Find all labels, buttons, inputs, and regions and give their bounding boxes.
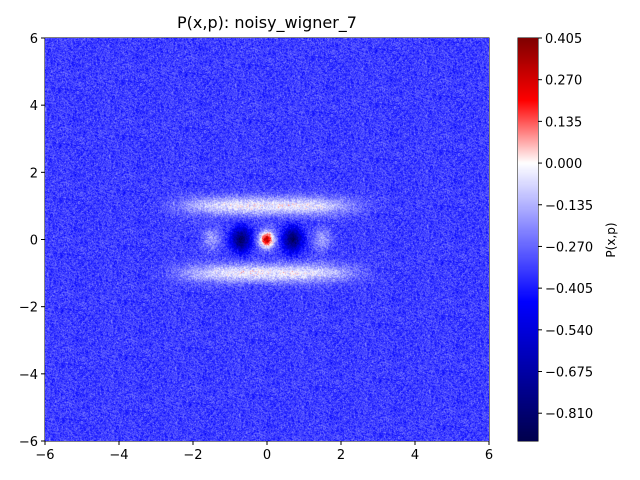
colorbar-tick-label: −0.270 [545,240,593,255]
colorbar-tick-label: 0.000 [545,157,582,172]
colorbar-tick-label: 0.405 [545,32,582,47]
colorbar-label: P(x,p) [604,222,618,257]
colorbar-tick-label: 0.270 [545,74,582,89]
x-tick-label: 4 [411,448,419,463]
chart-title: P(x,p): noisy_wigner_7 [177,13,357,33]
colorbar-tick-label: −0.540 [545,324,593,339]
colorbar-ticks: 0.405 0.270 0.135 0.000 −0.135 −0.270 −0.405 −0… [538,32,593,422]
y-tick-label: 6 [30,32,38,47]
colorbar-tick-label: −0.405 [545,282,593,297]
y-tick-label: 2 [30,166,38,181]
y-tick-label: −2 [19,301,38,316]
colorbar-tick-label: −0.810 [545,407,593,422]
colorbar-tick-label: −0.675 [545,366,593,381]
x-axis-ticks: −6 −4 −2 0 2 4 6 [35,441,493,463]
x-tick-label: −6 [35,448,54,463]
y-tick-label: 0 [30,234,38,249]
y-axis-ticks: −6 −4 −2 0 2 4 6 [19,32,45,450]
heatmap-image [45,38,489,441]
colorbar-tick-label: −0.135 [545,199,593,214]
x-tick-label: 0 [263,448,271,463]
colorbar-gradient [518,38,538,441]
y-tick-label: −6 [19,435,38,450]
x-tick-label: 2 [337,448,345,463]
y-tick-label: 4 [30,99,38,114]
x-tick-label: −2 [183,448,202,463]
x-tick-label: −4 [109,448,128,463]
x-tick-label: 6 [485,448,493,463]
y-tick-label: −4 [19,368,38,383]
colorbar-tick-label: 0.135 [545,115,582,130]
